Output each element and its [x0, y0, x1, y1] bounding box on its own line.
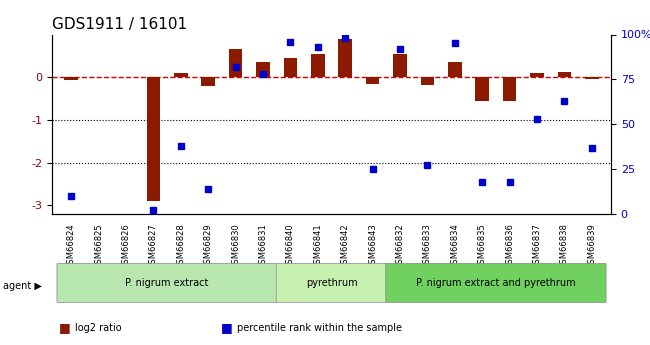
Text: P. nigrum extract and pyrethrum: P. nigrum extract and pyrethrum: [416, 278, 576, 288]
Bar: [174, 73, 188, 77]
Text: ■: ■: [221, 321, 233, 334]
Bar: [311, 54, 324, 77]
Bar: [558, 72, 571, 77]
Text: agent ▶: agent ▶: [3, 282, 42, 291]
Bar: [502, 77, 517, 101]
FancyBboxPatch shape: [385, 264, 606, 302]
Bar: [202, 77, 215, 86]
Bar: [146, 77, 161, 201]
Bar: [283, 58, 297, 77]
Bar: [421, 77, 434, 85]
Bar: [585, 77, 599, 79]
Bar: [448, 62, 462, 77]
Bar: [256, 62, 270, 77]
FancyBboxPatch shape: [276, 264, 387, 302]
Text: P. nigrum extract: P. nigrum extract: [125, 278, 209, 288]
Bar: [64, 77, 78, 80]
Text: pyrethrum: pyrethrum: [306, 278, 358, 288]
Text: percentile rank within the sample: percentile rank within the sample: [237, 323, 402, 333]
Bar: [229, 49, 242, 77]
Bar: [339, 39, 352, 77]
FancyBboxPatch shape: [57, 264, 278, 302]
Bar: [530, 73, 544, 77]
Bar: [366, 77, 380, 83]
Text: log2 ratio: log2 ratio: [75, 323, 122, 333]
Bar: [393, 54, 407, 77]
Bar: [475, 77, 489, 101]
Text: GDS1911 / 16101: GDS1911 / 16101: [52, 17, 187, 32]
Text: ■: ■: [58, 321, 70, 334]
